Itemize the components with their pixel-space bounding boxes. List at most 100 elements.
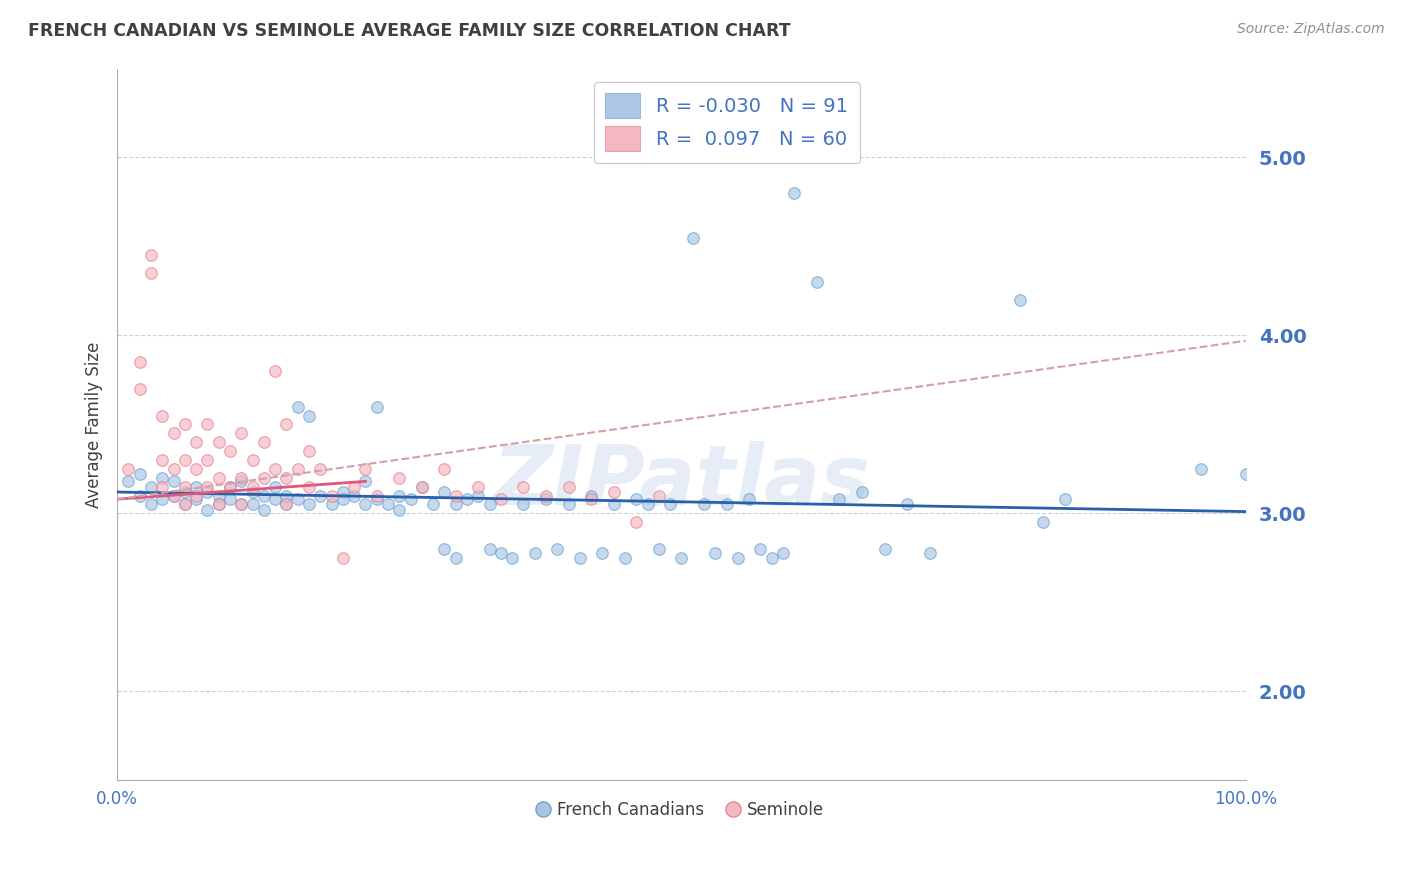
Point [139,266,162,280]
Point [231,475,253,489]
Point [738,492,761,507]
Point [388,471,411,485]
Point [242,498,264,512]
Point [117,462,139,476]
Point [478,498,501,512]
Point [444,498,467,512]
Point [433,541,456,556]
Point [264,480,287,494]
Point [377,498,399,512]
Point [321,498,343,512]
Point [298,480,321,494]
Point [264,462,287,476]
Point [197,453,219,467]
Point [354,498,377,512]
Point [489,545,512,559]
Point [253,435,276,450]
Point [150,453,173,467]
Point [253,471,276,485]
Point [186,435,208,450]
Point [150,471,173,485]
Point [276,498,298,512]
Point [366,492,388,507]
Point [828,492,851,507]
Point [197,480,219,494]
Point [231,498,253,512]
Point [354,475,377,489]
Point [208,489,231,503]
Text: ZIPatlas: ZIPatlas [492,441,870,522]
Point [276,417,298,432]
Point [150,492,173,507]
Text: FRENCH CANADIAN VS SEMINOLE AVERAGE FAMILY SIZE CORRELATION CHART: FRENCH CANADIAN VS SEMINOLE AVERAGE FAMI… [28,22,790,40]
Point [309,462,332,476]
Point [1008,293,1031,307]
Point [523,545,546,559]
Point [174,498,197,512]
Point [433,485,456,500]
Point [186,480,208,494]
Point [659,498,682,512]
Point [896,498,918,512]
Point [534,489,557,503]
Point [388,489,411,503]
Point [287,400,309,414]
Point [388,503,411,517]
Point [231,498,253,512]
Point [332,492,354,507]
Point [1189,462,1212,476]
Point [411,480,433,494]
Point [637,498,659,512]
Point [648,489,671,503]
Point [174,480,197,494]
Point [162,475,184,489]
Point [197,417,219,432]
Point [354,462,377,476]
Point [918,545,941,559]
Point [219,444,242,458]
Point [568,550,591,565]
Point [557,498,579,512]
Point [264,492,287,507]
Point [117,475,139,489]
Point [603,485,626,500]
Point [174,485,197,500]
Point [276,471,298,485]
Point [783,186,806,200]
Point [186,462,208,476]
Point [231,471,253,485]
Point [139,248,162,262]
Point [128,467,150,482]
Point [478,541,501,556]
Point [174,453,197,467]
Point [242,453,264,467]
Point [1234,467,1257,482]
Point [546,541,568,556]
Point [626,492,648,507]
Point [693,498,716,512]
Point [139,498,162,512]
Point [467,480,489,494]
Point [253,503,276,517]
Point [534,492,557,507]
Point [716,498,738,512]
Point [727,550,749,565]
Legend: French Canadians, Seminole: French Canadians, Seminole [531,794,831,825]
Point [174,498,197,512]
Point [186,489,208,503]
Point [682,230,704,244]
Point [287,462,309,476]
Point [343,489,366,503]
Point [186,492,208,507]
Point [332,550,354,565]
Point [591,545,613,559]
Point [704,545,727,559]
Point [422,498,444,512]
Point [467,489,489,503]
Point [851,485,873,500]
Point [242,485,264,500]
Point [264,364,287,378]
Point [162,462,184,476]
Point [208,498,231,512]
Point [276,498,298,512]
